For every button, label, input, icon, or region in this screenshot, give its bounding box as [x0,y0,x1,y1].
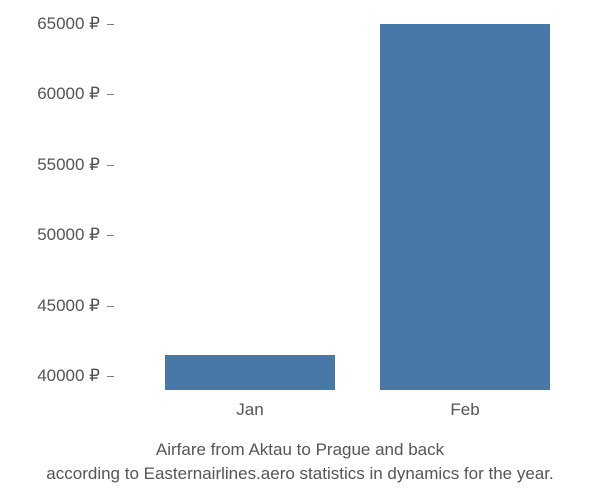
x-tick-label: Feb [450,400,479,420]
y-tick-mark [107,165,114,166]
x-tick-label: Jan [236,400,263,420]
y-tick-label: 50000 ₽ [37,225,100,245]
y-tick-label: 40000 ₽ [37,366,100,386]
y-tick-label: 60000 ₽ [37,84,100,104]
y-tick-mark [107,24,114,25]
y-tick-label: 65000 ₽ [37,14,100,34]
y-tick-label: 55000 ₽ [37,155,100,175]
y-tick-label: 45000 ₽ [37,296,100,316]
chart-container: { "chart": { "type": "bar", "categories"… [0,0,600,500]
bar [380,24,550,390]
caption-line: Airfare from Aktau to Prague and back [0,438,600,462]
y-tick-mark [107,94,114,95]
bar [165,355,335,390]
caption-line: according to Easternairlines.aero statis… [0,462,600,486]
chart-caption: Airfare from Aktau to Prague and backacc… [0,438,600,486]
y-tick-mark [107,235,114,236]
y-tick-mark [107,376,114,377]
y-tick-mark [107,306,114,307]
